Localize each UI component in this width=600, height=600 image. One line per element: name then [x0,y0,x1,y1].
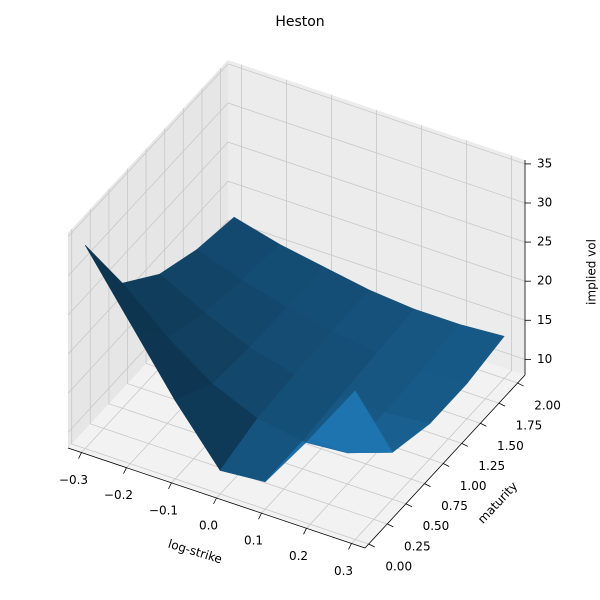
x-tick [348,543,352,550]
x-axis-label: log-strike [166,537,223,567]
x-tick [123,467,127,474]
z-tick-label: 15 [537,313,552,327]
y-tick-label: 1.50 [497,439,524,453]
x-tick-label: 0.3 [334,564,353,578]
x-tick [258,512,262,520]
y-tick [368,543,375,548]
y-tick-label: 0.25 [404,539,431,553]
y-tick-label: 0.50 [423,519,450,533]
grid-line [67,141,526,316]
z-tick-label: 10 [537,352,552,366]
y-tick [498,402,506,407]
y-tick [442,463,450,467]
y-tick [461,443,468,447]
y-tick [480,422,487,427]
y-tick [517,382,524,387]
grid-line [67,102,526,277]
chart-title: Heston [275,14,324,30]
x-tick-label: −0.2 [104,488,133,502]
z-tick-label: 20 [537,274,552,288]
left-pane [68,60,228,448]
x-tick-label: −0.1 [149,503,178,517]
x-tick-label: −0.3 [59,473,88,487]
y-tick-label: 0.75 [441,499,468,513]
z-axis-label: implied vol [585,239,599,305]
y-tick-label: 1.25 [478,459,505,473]
grid-line [67,219,526,394]
y-axis-line [364,374,526,549]
x-tick-label: 0.2 [289,549,308,563]
y-tick-label: 1.00 [460,479,487,493]
grid-line [71,229,369,545]
z-tick-label: 25 [537,235,552,249]
x-tick-label: 0.1 [244,534,263,548]
x-tick [78,452,82,459]
grid-line [67,63,526,238]
z-tick-label: 35 [537,156,552,170]
z-tick-label: 30 [537,196,552,210]
grid-line [89,208,388,525]
y-tick [405,503,413,508]
y-tick [424,483,431,487]
surface [84,216,505,483]
surface-patch [309,390,393,454]
x-tick [303,528,307,535]
x-axis-line [67,447,366,549]
grid-line [108,188,407,505]
y-tick [387,523,394,528]
x-tick [213,497,217,505]
x-tick [168,482,172,490]
x-tick-label: 0.0 [199,519,218,533]
grid-line [127,168,425,484]
y-tick-label: 1.75 [516,419,543,433]
y-tick-label: 0.00 [385,559,412,573]
y-tick-label: 2.00 [534,399,561,413]
grid-line [351,155,512,544]
